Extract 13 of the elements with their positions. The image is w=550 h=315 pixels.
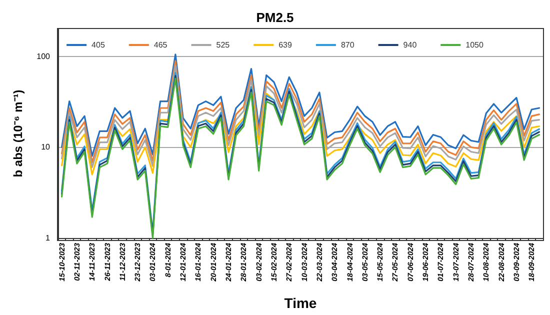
y-tick-label: 1	[46, 234, 51, 242]
legend-label: 525	[216, 40, 230, 50]
y-tick-label: 10	[41, 142, 51, 152]
legend-label: 405	[92, 40, 106, 50]
legend-label: 639	[278, 40, 292, 50]
legend-label: 870	[340, 40, 355, 50]
x-axis-title: Time	[284, 295, 317, 311]
legend-label: 1050	[466, 40, 484, 50]
y-tick-label: 100	[36, 52, 51, 61]
legend-label: 465	[154, 40, 168, 50]
y-axis-title: b abs (10⁻⁶ m⁻¹)	[11, 90, 25, 178]
legend-label: 940	[403, 40, 418, 50]
chart-title: PM2.5	[256, 10, 294, 25]
